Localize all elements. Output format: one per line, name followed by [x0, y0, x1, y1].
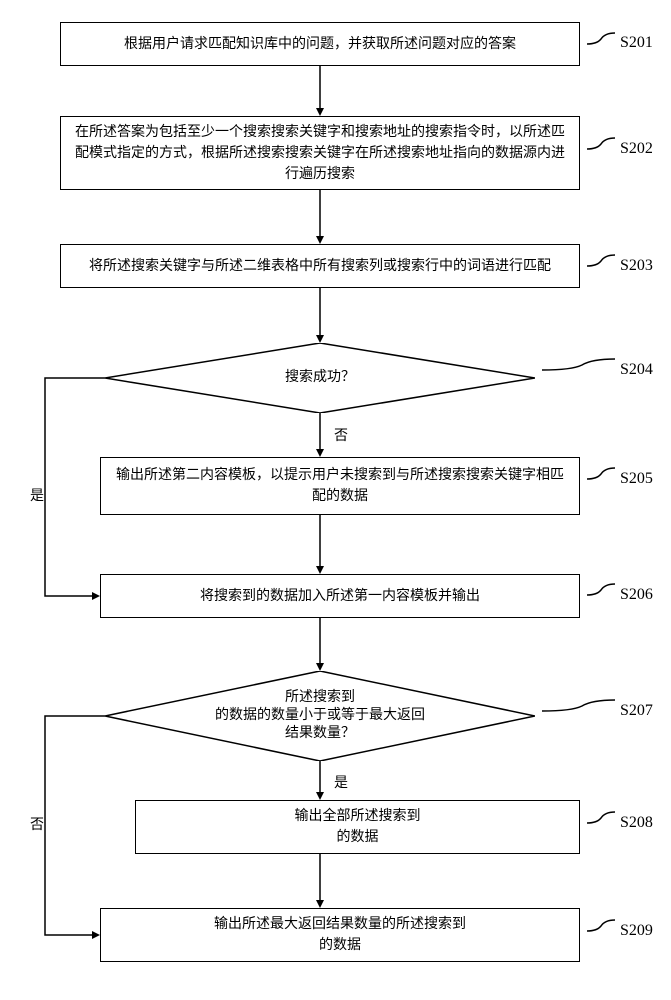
- step-label-s208: S208: [620, 814, 653, 832]
- arrow-s205-s206: [315, 515, 325, 579]
- step-s202: 在所述答案为包括至少一个搜索搜索关键字和搜索地址的搜索指令时，以所述匹配模式指定…: [60, 116, 580, 190]
- step-s206: 将搜索到的数据加入所述第一内容模板并输出: [100, 574, 580, 618]
- step-s208: 输出全部所述搜索到 的数据: [135, 800, 580, 854]
- step-s206-text: 将搜索到的数据加入所述第一内容模板并输出: [200, 586, 480, 607]
- arrow-s206-d207: [315, 618, 325, 676]
- label-connector-s209: [587, 917, 617, 944]
- label-connector-s207: [542, 697, 617, 724]
- decision-s204: 搜索成功？: [105, 343, 535, 413]
- step-s203-text: 将所述搜索关键字与所述二维表格中所有搜索列或搜索行中的词语进行匹配: [89, 256, 551, 277]
- decision-s207: 所述搜索到 的数据的数量小于或等于最大返回 结果数量？: [105, 671, 535, 761]
- step-label-s206: S206: [620, 586, 653, 604]
- arrow-s201-s202: [315, 66, 325, 121]
- step-label-s209: S209: [620, 922, 653, 940]
- step-label-s207: S207: [620, 702, 653, 720]
- label-connector-s208: [587, 809, 617, 836]
- step-s203: 将所述搜索关键字与所述二维表格中所有搜索列或搜索行中的词语进行匹配: [60, 244, 580, 288]
- edge-label-yes-204: 是: [30, 485, 44, 505]
- step-s201-text: 根据用户请求匹配知识库中的问题，并获取所述问题对应的答案: [124, 34, 516, 55]
- step-label-s201: S201: [620, 34, 653, 52]
- step-label-s203: S203: [620, 257, 653, 275]
- label-connector-s202: [587, 135, 617, 162]
- step-s202-text: 在所述答案为包括至少一个搜索搜索关键字和搜索地址的搜索指令时，以所述匹配模式指定…: [73, 122, 567, 185]
- edge-label-no-204: 否: [334, 425, 348, 445]
- step-label-s205: S205: [620, 470, 653, 488]
- step-s208-text: 输出全部所述搜索到 的数据: [295, 806, 421, 848]
- flowchart-canvas: 根据用户请求匹配知识库中的问题，并获取所述问题对应的答案 S201 在所述答案为…: [0, 0, 671, 1000]
- step-s205-text: 输出所述第二内容模板，以提示用户未搜索到与所述搜索搜索关键字相匹配的数据: [113, 465, 567, 507]
- decision-s207-text: 所述搜索到 的数据的数量小于或等于最大返回 结果数量？: [215, 689, 425, 744]
- label-connector-s206: [587, 581, 617, 608]
- decision-s204-text: 搜索成功？: [285, 369, 355, 387]
- arrow-s202-s203: [315, 190, 325, 249]
- label-connector-s201: [587, 30, 617, 57]
- edge-label-yes-207: 是: [334, 772, 348, 792]
- label-connector-s204: [542, 356, 617, 383]
- arrow-s208-s209: [315, 854, 325, 913]
- arrow-s203-d204: [315, 288, 325, 348]
- arrow-d204-no: [315, 413, 325, 462]
- label-connector-s203: [587, 252, 617, 279]
- step-label-s204: S204: [620, 361, 653, 379]
- step-s201: 根据用户请求匹配知识库中的问题，并获取所述问题对应的答案: [60, 22, 580, 66]
- label-connector-s205: [587, 465, 617, 492]
- arrow-d207-yes: [315, 761, 325, 805]
- edge-label-no-207: 否: [30, 814, 44, 834]
- step-s205: 输出所述第二内容模板，以提示用户未搜索到与所述搜索搜索关键字相匹配的数据: [100, 457, 580, 515]
- step-s209-text: 输出所述最大返回结果数量的所述搜索到 的数据: [214, 914, 466, 956]
- step-s209: 输出所述最大返回结果数量的所述搜索到 的数据: [100, 908, 580, 962]
- step-label-s202: S202: [620, 140, 653, 158]
